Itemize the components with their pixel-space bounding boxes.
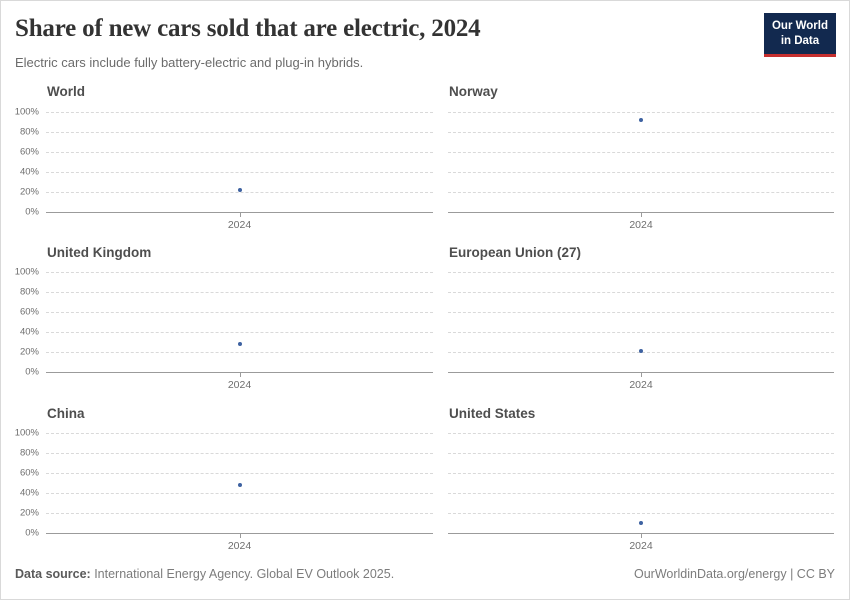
- x-tick-label: 2024: [629, 379, 653, 391]
- x-tick-label: 2024: [629, 540, 653, 552]
- owid-logo-line2: in Data: [780, 34, 820, 47]
- y-axis-label: 60%: [19, 146, 39, 158]
- x-axis: [46, 533, 433, 534]
- y-axis-label: 40%: [19, 487, 39, 499]
- plot-united-kingdom: 100% 80% 60% 40% 20% 0% 2024: [15, 267, 433, 391]
- gridline: [46, 453, 433, 454]
- footer-source-label: Data source:: [15, 567, 91, 581]
- owid-logo-line1: Our World: [771, 20, 828, 32]
- y-axis-label: 80%: [19, 286, 39, 298]
- gridline: [448, 112, 834, 113]
- x-tick-label: 2024: [227, 379, 252, 391]
- plot-european-union: 2024: [448, 272, 834, 391]
- gridline: [46, 112, 433, 113]
- x-axis: [448, 372, 834, 373]
- panel-title-united-states: United States: [449, 406, 536, 421]
- gridline: [448, 493, 834, 494]
- y-axis-label: 40%: [19, 326, 39, 338]
- y-axis-label: 60%: [19, 467, 39, 479]
- data-point-dot[interactable]: [237, 188, 242, 192]
- footer-source-text: International Energy Agency. Global EV O…: [90, 567, 395, 581]
- gridline: [46, 352, 433, 353]
- x-tick-label: 2024: [227, 219, 252, 231]
- y-axis-label: 20%: [19, 186, 39, 198]
- gridline: [448, 513, 834, 514]
- panel-title-united-kingdom: United Kingdom: [47, 245, 152, 260]
- gridline: [46, 152, 433, 153]
- page-subtitle: Electric cars include fully battery-elec…: [15, 55, 364, 70]
- y-axis-label: 60%: [19, 306, 39, 318]
- y-axis-label: 80%: [19, 126, 39, 138]
- gridline: [46, 433, 433, 434]
- gridline: [448, 473, 834, 474]
- plot-china: 100% 80% 60% 40% 20% 0% 2024: [15, 428, 433, 552]
- x-tick: [239, 534, 241, 538]
- x-axis: [46, 372, 433, 373]
- y-axis-label: 0%: [25, 527, 39, 539]
- gridline: [46, 292, 433, 293]
- panel-title-china: China: [47, 406, 85, 421]
- gridline: [448, 312, 834, 313]
- gridline: [448, 192, 834, 193]
- gridline: [46, 312, 433, 313]
- gridline: [46, 332, 433, 333]
- gridline: [448, 172, 834, 173]
- gridline: [448, 332, 834, 333]
- x-tick-label: 2024: [629, 219, 653, 231]
- data-point-dot[interactable]: [639, 118, 643, 122]
- data-point-dot[interactable]: [237, 483, 242, 487]
- gridline: [448, 152, 834, 153]
- x-tick-label: 2024: [227, 540, 252, 552]
- y-axis-label: 80%: [19, 447, 39, 459]
- x-tick: [239, 213, 241, 217]
- gridline: [448, 433, 834, 434]
- gridline: [448, 453, 834, 454]
- footer-source: Data source: International Energy Agency…: [15, 567, 394, 581]
- data-point-dot[interactable]: [639, 521, 643, 525]
- plot-world: 100% 80% 60% 40% 20% 0% 2024: [15, 107, 433, 231]
- x-tick: [641, 373, 642, 377]
- panel-title-world: World: [47, 84, 85, 99]
- plot-norway: 2024: [448, 112, 834, 231]
- x-tick: [641, 213, 642, 217]
- y-axis-label: 20%: [19, 507, 39, 519]
- y-axis-label: 20%: [19, 346, 39, 358]
- gridline: [46, 473, 433, 474]
- y-axis-label: 100%: [14, 106, 39, 118]
- footer: Data source: International Energy Agency…: [15, 567, 835, 581]
- gridline: [46, 513, 433, 514]
- y-axis-label: 100%: [14, 427, 39, 439]
- footer-license-link[interactable]: OurWorldinData.org/energy | CC BY: [633, 567, 835, 581]
- y-axis-label: 0%: [25, 366, 39, 378]
- page-title: Share of new cars sold that are electric…: [15, 15, 481, 42]
- gridline: [448, 272, 834, 273]
- y-axis-label: 40%: [19, 166, 39, 178]
- x-tick: [239, 373, 241, 377]
- gridline: [46, 493, 433, 494]
- x-tick: [641, 534, 642, 538]
- data-point-dot[interactable]: [237, 342, 242, 346]
- gridline: [46, 192, 433, 193]
- y-axis-label: 100%: [14, 266, 39, 278]
- panel-title-norway: Norway: [449, 84, 498, 99]
- x-axis: [46, 212, 433, 213]
- gridline: [46, 132, 433, 133]
- y-axis-label: 0%: [25, 206, 39, 218]
- gridline: [448, 132, 834, 133]
- data-point-dot[interactable]: [639, 349, 643, 353]
- x-axis: [448, 212, 834, 213]
- owid-logo[interactable]: Our World in Data: [763, 13, 836, 57]
- gridline: [46, 272, 433, 273]
- gridline: [46, 172, 433, 173]
- x-axis: [448, 533, 834, 534]
- panel-title-european-union: European Union (27): [449, 245, 582, 260]
- gridline: [448, 292, 834, 293]
- plot-united-states: 2024: [448, 433, 834, 552]
